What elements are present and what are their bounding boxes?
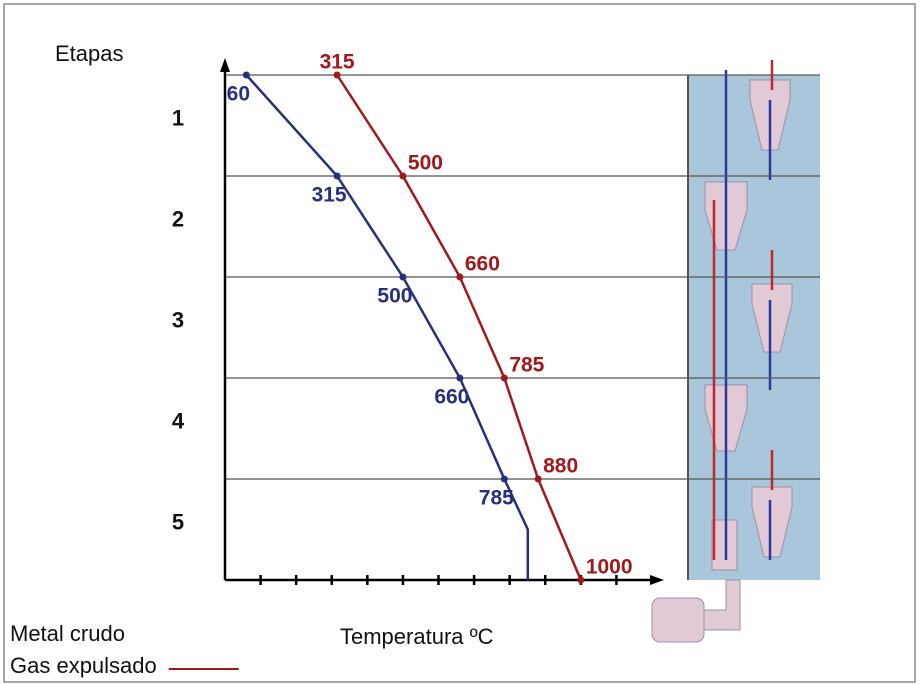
data-point <box>243 72 250 79</box>
data-label: 660 <box>465 253 500 276</box>
data-point <box>501 375 508 382</box>
stage-label: 5 <box>172 509 184 534</box>
series-line <box>337 75 581 580</box>
data-point <box>399 173 406 180</box>
furnace-illustration <box>652 60 820 642</box>
data-label: 785 <box>509 354 544 377</box>
stage-label: 4 <box>172 408 185 433</box>
y-axis-label: Etapas <box>55 41 124 66</box>
data-point <box>334 173 341 180</box>
data-label: 660 <box>434 386 469 409</box>
x-axis-label: Temperatura ºC <box>340 624 494 649</box>
data-point <box>535 476 542 483</box>
data-label: 315 <box>312 184 347 207</box>
data-label: 880 <box>543 455 578 478</box>
chart: Etapas Temperatura ºC 1 2 3 4 5 60 315 500 660 78… <box>0 0 920 684</box>
data-label: 500 <box>408 152 443 175</box>
data-point <box>399 274 406 281</box>
stage-label: 1 <box>172 105 184 130</box>
data-label: 785 <box>479 487 514 510</box>
data-label: 1000 <box>586 556 633 579</box>
data-point <box>456 274 463 281</box>
stage-label: 3 <box>172 307 184 332</box>
x-axis-arrow <box>650 575 664 585</box>
data-point <box>456 375 463 382</box>
data-label: 500 <box>377 285 412 308</box>
data-label: 60 <box>227 83 250 106</box>
data-point <box>501 476 508 483</box>
data-label: 315 <box>320 51 355 74</box>
stage-label: 2 <box>172 206 184 231</box>
y-axis-arrow <box>220 58 230 72</box>
legend-label: Metal crudo <box>10 621 125 646</box>
data-point <box>577 577 584 584</box>
legend-label: Gas expulsado <box>10 653 157 678</box>
